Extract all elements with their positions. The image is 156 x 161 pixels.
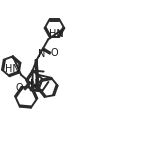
- Text: O: O: [16, 83, 23, 93]
- Text: HN: HN: [5, 64, 20, 74]
- Text: O: O: [51, 48, 58, 58]
- Text: N: N: [38, 49, 45, 59]
- Text: N: N: [30, 79, 38, 89]
- Text: HN: HN: [49, 29, 64, 39]
